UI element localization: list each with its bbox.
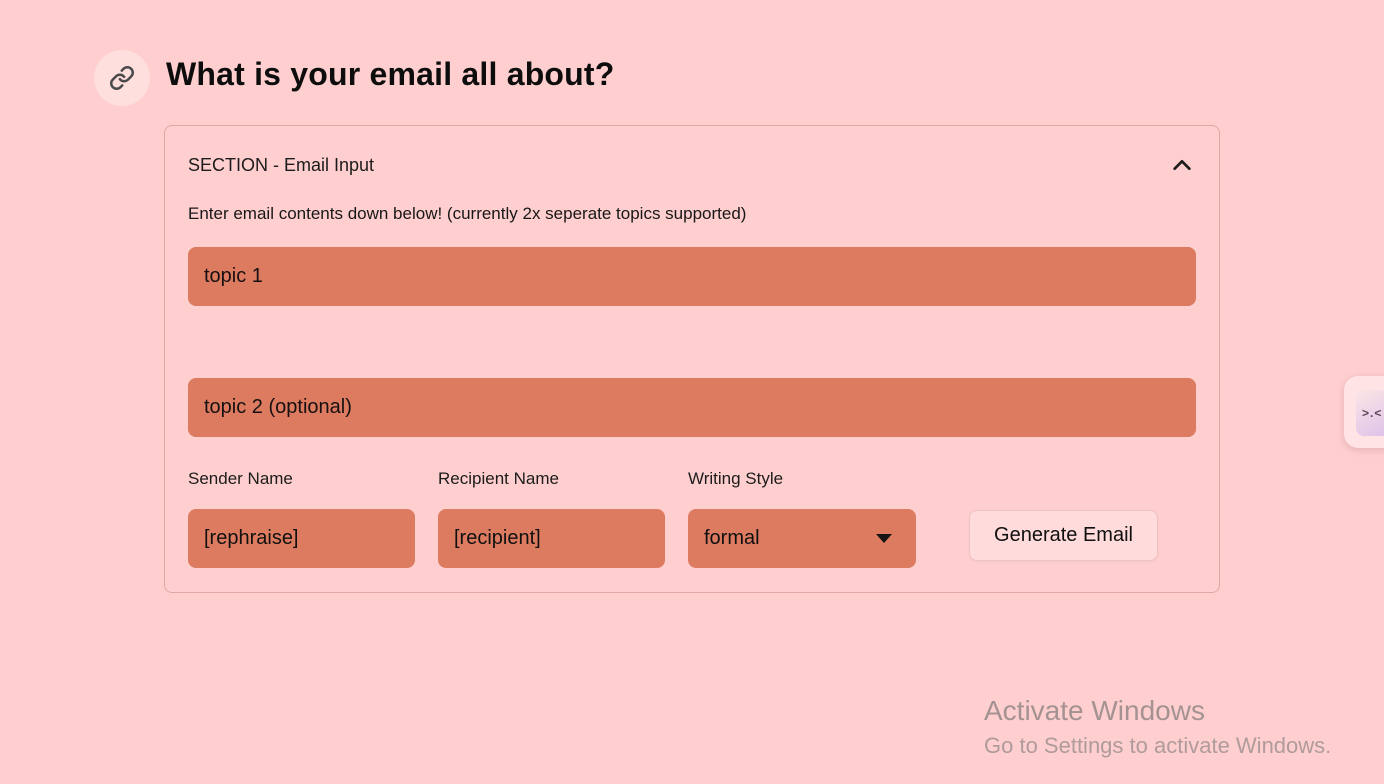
topic1-input[interactable] (188, 247, 1196, 306)
sender-name-label: Sender Name (188, 469, 293, 488)
section-title: SECTION - Email Input (188, 154, 375, 175)
activate-windows-watermark: Activate Windows (984, 695, 1205, 726)
link-icon (109, 65, 135, 91)
recipient-name-label: Recipient Name (438, 469, 559, 488)
writing-style-dropdown[interactable]: formal (688, 509, 916, 568)
activate-windows-watermark-subtext: Go to Settings to activate Windows. (984, 733, 1332, 758)
sender-name-input[interactable] (188, 509, 415, 568)
page-title: What is your email all about? (166, 56, 615, 92)
writing-style-label: Writing Style (688, 469, 784, 488)
recipient-name-input[interactable] (438, 509, 665, 568)
section-accordion-header[interactable]: SECTION - Email Input (188, 150, 1196, 180)
floating-assistant-widget[interactable] (1344, 376, 1384, 448)
topic2-input[interactable] (188, 378, 1196, 437)
caret-down-icon (876, 534, 892, 543)
section-description: Enter email contents down below! (curren… (188, 204, 747, 223)
heading-anchor[interactable] (94, 50, 150, 106)
chevron-up-icon[interactable] (1168, 153, 1196, 177)
email-input-section-panel (164, 125, 1220, 593)
writing-style-selected-value: formal (704, 527, 760, 549)
generate-email-button[interactable]: Generate Email (969, 510, 1158, 561)
